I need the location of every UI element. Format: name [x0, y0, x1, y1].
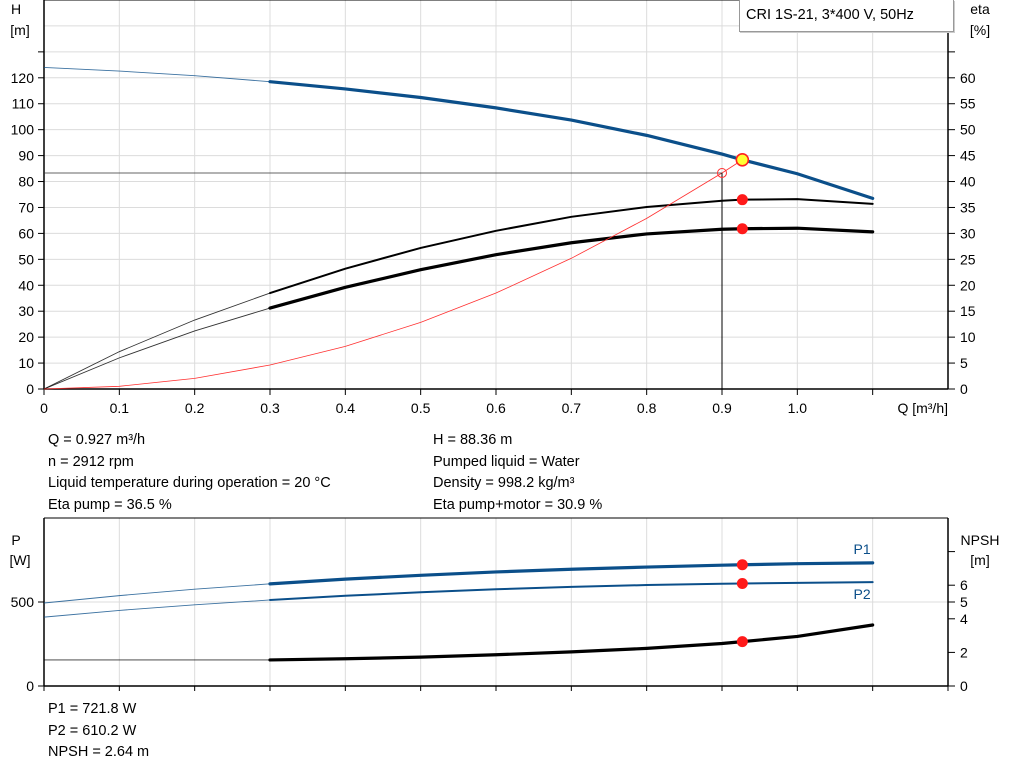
result-eta-pump: Eta pump = 36.5 %	[48, 496, 172, 513]
y-right-tick-label: 55	[960, 96, 976, 112]
x-tick-label: 0	[40, 400, 48, 416]
y-right-tick-label: 6	[960, 577, 968, 593]
y-right-tick-label: 30	[960, 225, 976, 241]
y-right-axis-unit: [m]	[970, 552, 989, 568]
y-right-axis-label: eta	[970, 1, 990, 17]
y-right-tick-label: 50	[960, 122, 976, 138]
series-H	[268, 80, 875, 200]
result-speed: n = 2912 rpm	[48, 453, 134, 470]
series-H-extrapolated	[43, 66, 271, 83]
duty-point-p1	[736, 559, 748, 571]
y-right-tick-label: 4	[960, 611, 968, 627]
series-P2-extrapolated	[43, 599, 271, 618]
series-NPSH	[268, 623, 875, 662]
result-temperature: Liquid temperature during operation = 20…	[48, 475, 331, 491]
result-density: Density = 998.2 kg/m³	[433, 475, 575, 491]
series-eta_pump_motor-extrapolated	[43, 307, 271, 390]
series-P2	[269, 581, 874, 601]
result-p2: P2 = 610.2 W	[48, 722, 137, 739]
series-label-P1: P1	[854, 541, 871, 557]
series-eta_pump	[269, 198, 874, 295]
x-tick-label: 0.1	[110, 400, 130, 416]
y-left-tick-label: 90	[18, 148, 34, 164]
y-left-axis-unit: [m]	[10, 22, 29, 38]
results-power: P1 = 721.8 W P2 = 610.2 W NPSH = 2.64 m	[48, 699, 149, 764]
x-tick-label: 1.0	[788, 400, 808, 416]
results-right: H = 88.36 m Pumped liquid = Water Densit…	[433, 430, 602, 516]
y-right-axis-label: NPSH	[961, 532, 1000, 548]
x-tick-label: 0.6	[486, 400, 506, 416]
series-P1	[268, 561, 875, 586]
y-left-tick-label: 60	[18, 225, 34, 241]
series-P1-extrapolated	[43, 583, 271, 604]
y-right-tick-label: 45	[960, 148, 976, 164]
y-left-tick-label: 100	[11, 122, 35, 138]
results-left: Q = 0.927 m³/h n = 2912 rpm Liquid tempe…	[48, 430, 331, 516]
result-p1: P1 = 721.8 W	[48, 701, 137, 717]
y-right-tick-label: 0	[960, 381, 968, 397]
x-axis-label: Q [m³/h]	[897, 400, 948, 416]
y-right-tick-label: 20	[960, 277, 976, 293]
duty-point-npsh	[736, 636, 748, 648]
y-left-tick-label: 80	[18, 174, 34, 190]
panel-head: 0 10 20 30 40 50 60 70 80 90 100 110 120 0 5 10 15 20 25 30…	[10, 0, 990, 416]
y-left-tick-label: 20	[18, 329, 34, 345]
y-left-tick-label: 10	[18, 355, 34, 371]
y-right-tick-label: 15	[960, 303, 976, 319]
y-right-tick-label: 2	[960, 644, 968, 660]
series-eta_pump-extrapolated	[43, 292, 271, 390]
y-left-tick-label: 120	[11, 70, 35, 86]
y-left-tick-label: 0	[26, 678, 34, 694]
x-tick-label: 0.2	[185, 400, 205, 416]
x-tick-label: 0.7	[562, 400, 582, 416]
duty-point-eta-pump-motor	[736, 223, 748, 235]
x-tick-label: 0.9	[712, 400, 732, 416]
y-left-tick-label: 50	[18, 251, 34, 267]
duty-point-head	[735, 153, 750, 167]
y-right-tick-label: 5	[960, 355, 968, 371]
y-left-tick-label: 40	[18, 277, 34, 293]
x-tick-label: 0.8	[637, 400, 657, 416]
x-tick-label: 0.4	[336, 400, 356, 416]
result-eta-pump-motor: Eta pump+motor = 30.9 %	[433, 496, 603, 513]
pump-title-box: CRI 1S-21, 3*400 V, 50Hz	[739, 0, 954, 32]
y-left-axis-label: P	[11, 532, 20, 548]
result-liquid: Pumped liquid = Water	[433, 453, 580, 470]
y-right-tick-label: 35	[960, 199, 976, 215]
y-left-tick-label: 70	[18, 199, 34, 215]
y-left-axis-unit: [W]	[10, 552, 31, 568]
y-left-tick-label: 500	[11, 594, 35, 610]
duty-point-eta-pump	[736, 194, 748, 206]
y-right-tick-label: 25	[960, 251, 976, 267]
result-flow: Q = 0.927 m³/h	[48, 432, 146, 448]
y-left-tick-label: 0	[26, 381, 34, 397]
y-right-tick-label: 60	[960, 70, 976, 86]
requested-point-marker	[717, 167, 727, 178]
y-right-tick-label: 5	[960, 594, 968, 610]
y-right-axis-unit: [%]	[970, 22, 990, 38]
x-tick-label: 0.5	[411, 400, 431, 416]
result-head: H = 88.36 m	[433, 432, 513, 448]
duty-point-p2	[736, 577, 748, 589]
y-right-tick-label: 10	[960, 329, 976, 345]
series-system_curve	[43, 159, 743, 390]
y-left-tick-label: 30	[18, 303, 34, 319]
y-right-tick-label: 0	[960, 678, 968, 694]
panel-power: 0 500 0 2 456 P [W] NPSH [m] P1 P2	[10, 517, 1000, 694]
y-left-axis-label: H	[11, 1, 21, 17]
x-tick-label: 0.3	[260, 400, 280, 416]
y-left-tick-label: 110	[12, 96, 35, 112]
series-label-P2: P2	[854, 586, 871, 602]
y-right-tick-label: 40	[960, 174, 976, 190]
result-npsh: NPSH = 2.64 m	[48, 744, 150, 760]
